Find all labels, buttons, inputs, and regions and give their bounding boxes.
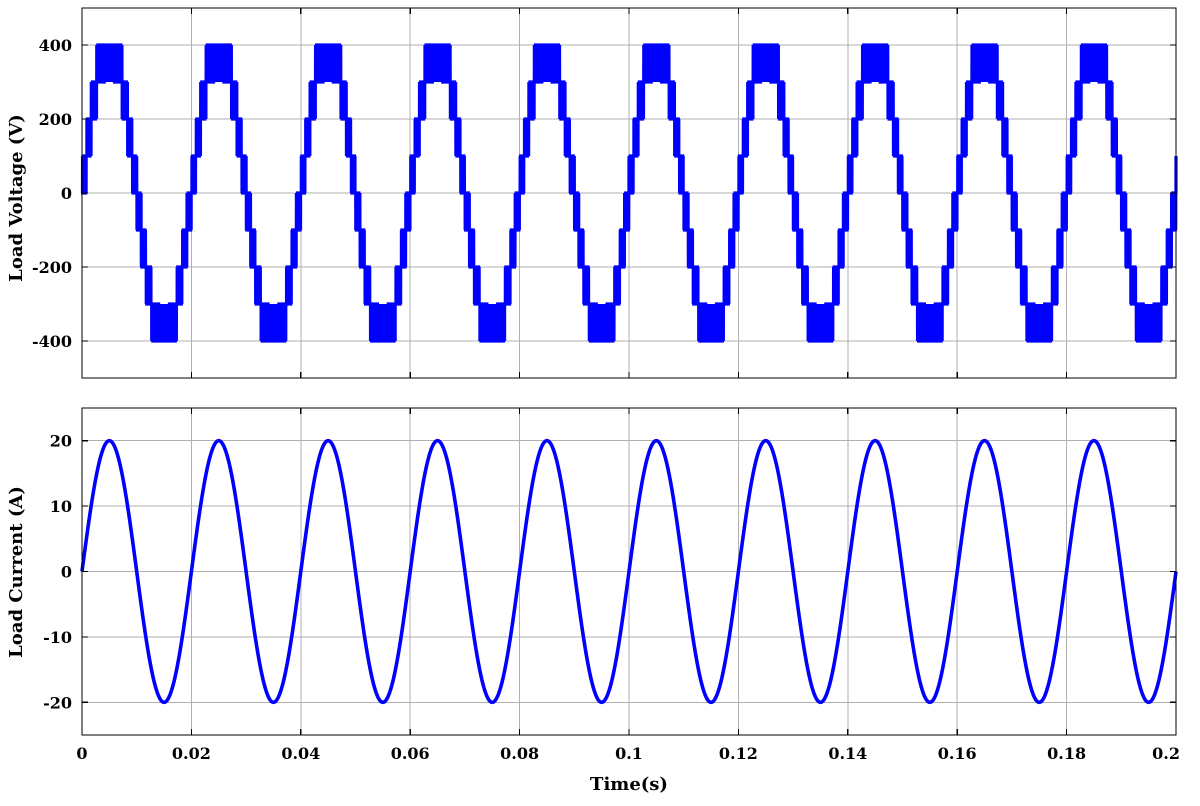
- voltage-y-tick-label-0: -400: [32, 332, 72, 351]
- current-x-tick-label-6: 0.12: [719, 744, 758, 763]
- current-x-tick-label-8: 0.16: [938, 744, 977, 763]
- current-x-tick-label-5: 0.1: [615, 744, 643, 763]
- time-x-axis-label: Time(s): [590, 774, 668, 795]
- current-x-tick-label-9: 0.18: [1047, 744, 1086, 763]
- current-series-line: [80, 438, 1178, 705]
- current-x-tick-label-4: 0.08: [500, 744, 539, 763]
- current-y-axis-label: Load Current (A): [6, 486, 27, 658]
- voltage-y-tick-label-4: 400: [39, 36, 72, 55]
- current-y-tick-label-3: 10: [50, 497, 72, 516]
- voltage-y-tick-label-3: 200: [39, 110, 72, 129]
- current-y-tick-label-2: 0: [61, 563, 72, 582]
- voltage-y-tick-label-2: 0: [61, 184, 72, 203]
- current-x-tick-label-1: 0.02: [172, 744, 211, 763]
- current-y-tick-label-1: -10: [43, 628, 72, 647]
- current-y-tick-label-0: -20: [43, 693, 72, 712]
- voltage-y-tick-label-1: -200: [32, 258, 72, 277]
- current-x-tick-label-10: 0.2: [1152, 744, 1180, 763]
- voltage-y-axis-label: Load Voltage (V): [6, 114, 27, 282]
- current-y-tick-label-4: 20: [50, 432, 72, 451]
- voltage-plot: -400 -200 0 200 400: [32, 7, 1178, 379]
- current-x-tick-label-3: 0.06: [391, 744, 430, 763]
- voltage-series-line: [80, 43, 1178, 343]
- current-x-tick-label-7: 0.14: [828, 744, 867, 763]
- current-x-tick-label-0: 0: [76, 744, 87, 763]
- current-plot: -20 -10 0 10 20 0 0.02 0.04 0.06 0.08 0.1 0.12 0.14 0…: [43, 407, 1180, 763]
- current-x-tick-label-2: 0.04: [281, 744, 320, 763]
